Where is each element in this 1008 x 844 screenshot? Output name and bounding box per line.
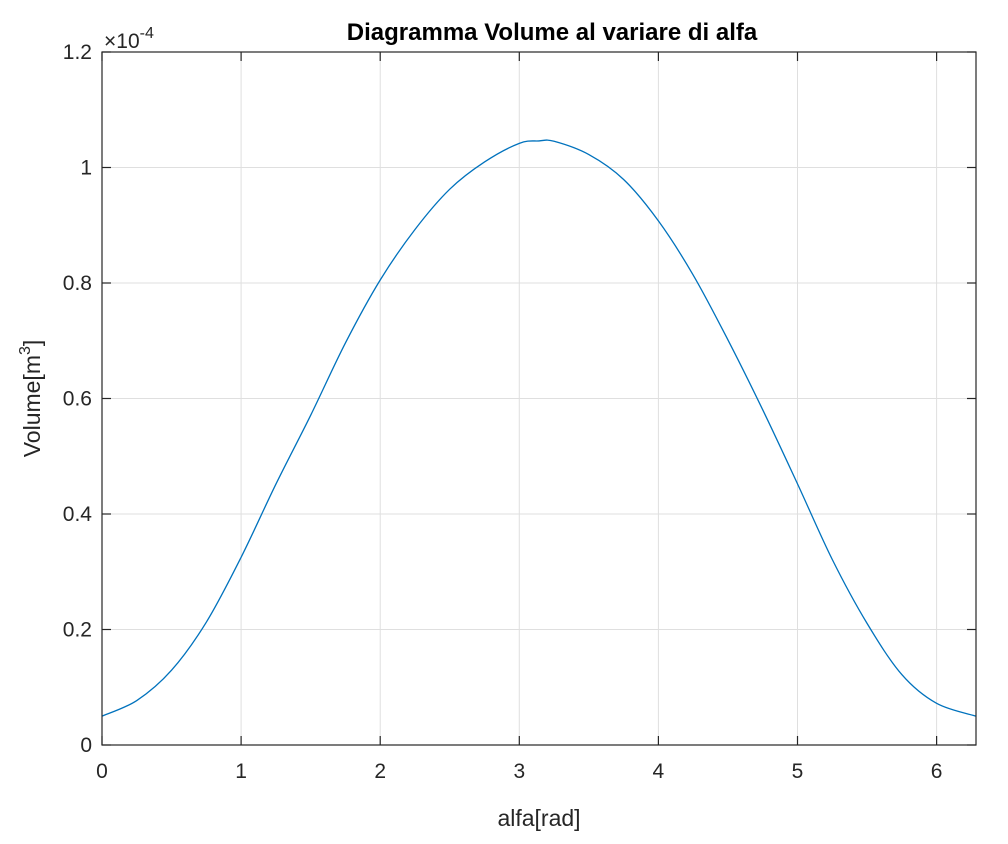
x-tick-label: 4 (653, 760, 665, 783)
y-exponent-sup: -4 (140, 25, 154, 42)
series-line (101, 139, 977, 717)
y-axis-label-close: ] (19, 340, 45, 346)
y-axis-exponent: ×10-4 (104, 25, 154, 53)
x-tick-label: 3 (513, 760, 525, 783)
y-tick-label: 0.8 (63, 272, 92, 295)
tick-labels: 0 1 2 3 4 5 6 0 0.2 0.4 0.6 0.8 1 1.2 (63, 41, 943, 783)
y-tick-label: 0 (80, 734, 92, 757)
y-tick-label: 1.2 (63, 41, 92, 64)
y-tick-label: 1 (80, 157, 92, 180)
x-tick-label: 2 (374, 760, 386, 783)
grid (102, 52, 976, 745)
y-tick-label: 0.4 (63, 503, 93, 526)
ticks (101, 51, 976, 746)
x-axis-label: alfa[rad] (497, 805, 580, 831)
x-tick-label: 5 (792, 760, 804, 783)
y-axis-label-sup: 3 (17, 346, 34, 355)
y-exponent-mult: ×10 (104, 30, 140, 53)
x-tick-label: 0 (96, 760, 108, 783)
y-axis-label-base: Volume[m (19, 355, 45, 457)
x-tick-label: 1 (235, 760, 247, 783)
x-tick-label: 6 (931, 760, 943, 783)
y-tick-label: 0.6 (63, 388, 92, 411)
chart-title: Diagramma Volume al variare di alfa (347, 19, 758, 46)
plot-area (101, 139, 977, 717)
y-tick-label: 0.2 (63, 619, 92, 642)
y-axis-label: Volume[m3] (17, 340, 45, 458)
